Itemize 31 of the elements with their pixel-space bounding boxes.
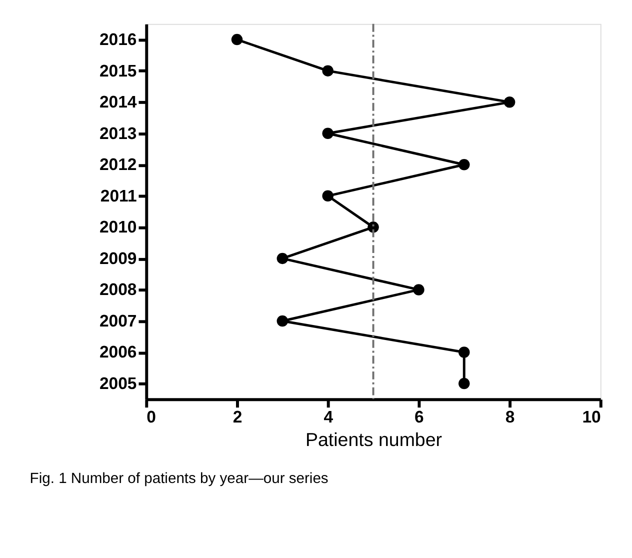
point bbox=[413, 284, 424, 296]
y-tick-label: 2005 bbox=[99, 374, 137, 393]
y-tick-label: 2012 bbox=[99, 155, 137, 174]
y-tick-label: 2014 bbox=[99, 92, 138, 112]
x-tick-label: 2 bbox=[232, 407, 242, 426]
point bbox=[504, 96, 516, 108]
x-tick-label: 8 bbox=[505, 407, 515, 426]
y-tick-label: 2015 bbox=[99, 61, 137, 80]
y-tick-label: 2007 bbox=[99, 311, 137, 330]
y-tick-label: 2013 bbox=[99, 124, 137, 143]
point bbox=[322, 190, 334, 202]
y-tick-label: 2016 bbox=[99, 30, 137, 49]
point bbox=[458, 159, 470, 170]
point bbox=[322, 128, 334, 139]
x-tick-label: 0 bbox=[146, 407, 156, 426]
point bbox=[322, 65, 334, 76]
point bbox=[458, 378, 470, 390]
x-tick-label: 4 bbox=[324, 407, 334, 426]
y-tick-label: 2008 bbox=[99, 280, 137, 300]
y-tick-label: 2006 bbox=[99, 342, 137, 362]
point bbox=[231, 34, 243, 46]
y-tick-label: 2009 bbox=[99, 248, 137, 268]
caption: Fig. 1 Number of patients by year—our series bbox=[30, 471, 328, 488]
x-tick-label: 10 bbox=[582, 407, 601, 426]
point bbox=[276, 252, 288, 264]
x-tick-label: 6 bbox=[414, 407, 424, 426]
y-tick-label: 2011 bbox=[100, 186, 137, 206]
x-axis-title: Patients number bbox=[305, 429, 442, 450]
point bbox=[276, 315, 288, 327]
point bbox=[458, 346, 470, 358]
y-tick-label: 2010 bbox=[99, 218, 137, 237]
